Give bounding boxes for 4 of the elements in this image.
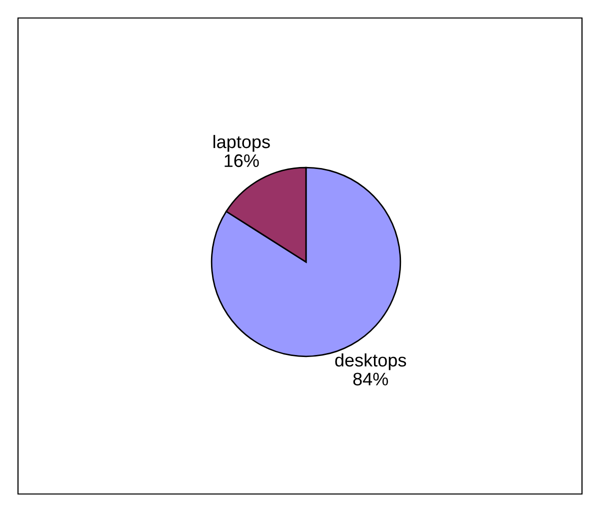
slice-label: laptops	[214, 134, 270, 152]
slice-label: desktops	[335, 353, 406, 370]
data-label: 84%	[353, 372, 388, 386]
data-label: 16%	[224, 154, 259, 168]
